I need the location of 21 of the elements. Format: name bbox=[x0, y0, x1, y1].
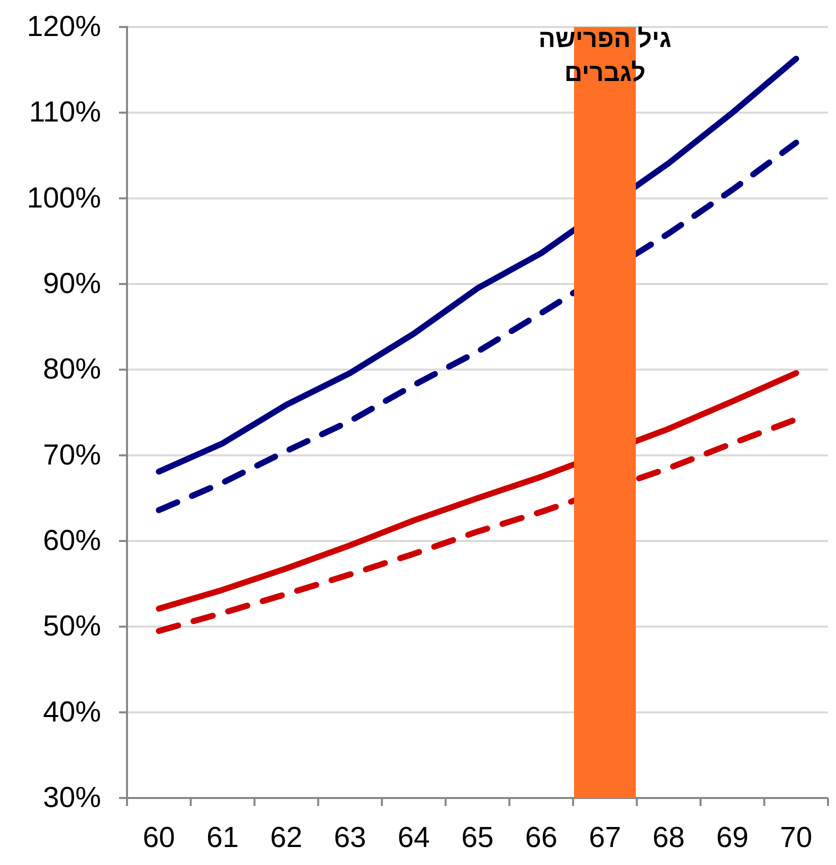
y-tick-label: 40% bbox=[42, 696, 101, 728]
y-tick-label: 110% bbox=[28, 96, 101, 129]
y-tick-label: 90% bbox=[42, 268, 101, 300]
x-tick-label: 61 bbox=[206, 822, 239, 854]
x-tick-label: 63 bbox=[334, 822, 366, 854]
x-tick-label: 68 bbox=[652, 822, 685, 854]
x-tick-label: 66 bbox=[525, 822, 558, 854]
y-tick-label: 80% bbox=[42, 354, 101, 386]
x-tick-label: 67 bbox=[588, 822, 622, 854]
y-tick-label: 50% bbox=[42, 610, 101, 643]
x-tick-label: 62 bbox=[270, 822, 302, 854]
y-tick-label: 100% bbox=[26, 182, 101, 214]
x-tick-label: 65 bbox=[461, 822, 494, 854]
x-tick-label: 60 bbox=[142, 822, 175, 854]
y-tick-label: 70% bbox=[42, 439, 101, 472]
y-tick-label: 120% bbox=[26, 11, 101, 43]
y-tick-label: 60% bbox=[42, 525, 101, 557]
x-tick-label: 69 bbox=[716, 822, 749, 854]
y-tick-label: 30% bbox=[42, 782, 101, 814]
x-tick-label: 64 bbox=[398, 822, 430, 854]
x-tick-label: 70 bbox=[780, 822, 812, 854]
